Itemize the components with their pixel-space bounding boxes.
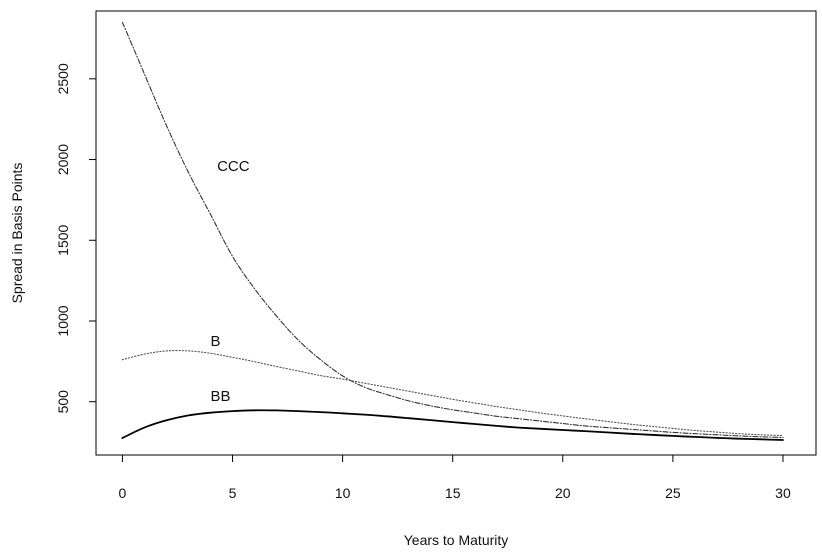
x-tick-label: 15 (445, 485, 461, 501)
y-tick-label: 2500 (55, 63, 71, 94)
x-tick-label: 30 (775, 485, 791, 501)
x-axis-label: Years to Maturity (404, 532, 509, 548)
y-tick-label: 1000 (55, 305, 71, 336)
x-tick-label: 20 (555, 485, 571, 501)
x-tick-label: 5 (229, 485, 237, 501)
series-label-bb: BB (210, 388, 230, 405)
y-tick-label: 2000 (55, 144, 71, 175)
series-line-b (121, 349, 784, 437)
y-tick-label: 500 (55, 390, 71, 414)
y-tick-label: 1500 (55, 224, 71, 255)
x-axis: 0 5 10 15 20 25 30 (119, 454, 791, 501)
series-label-b: B (210, 333, 220, 350)
series-line-bb (121, 409, 784, 441)
series-label-ccc: CCC (217, 158, 250, 175)
x-tick-label: 25 (665, 485, 681, 501)
series-lines (121, 21, 784, 441)
series-line-ccc (121, 21, 784, 439)
x-tick-label: 0 (119, 485, 127, 501)
y-axis-label: Spread in Basis Points (9, 163, 25, 304)
y-axis: 500 1000 1500 2000 2500 (55, 63, 97, 414)
x-tick-label: 10 (335, 485, 351, 501)
plot-frame (95, 10, 817, 456)
